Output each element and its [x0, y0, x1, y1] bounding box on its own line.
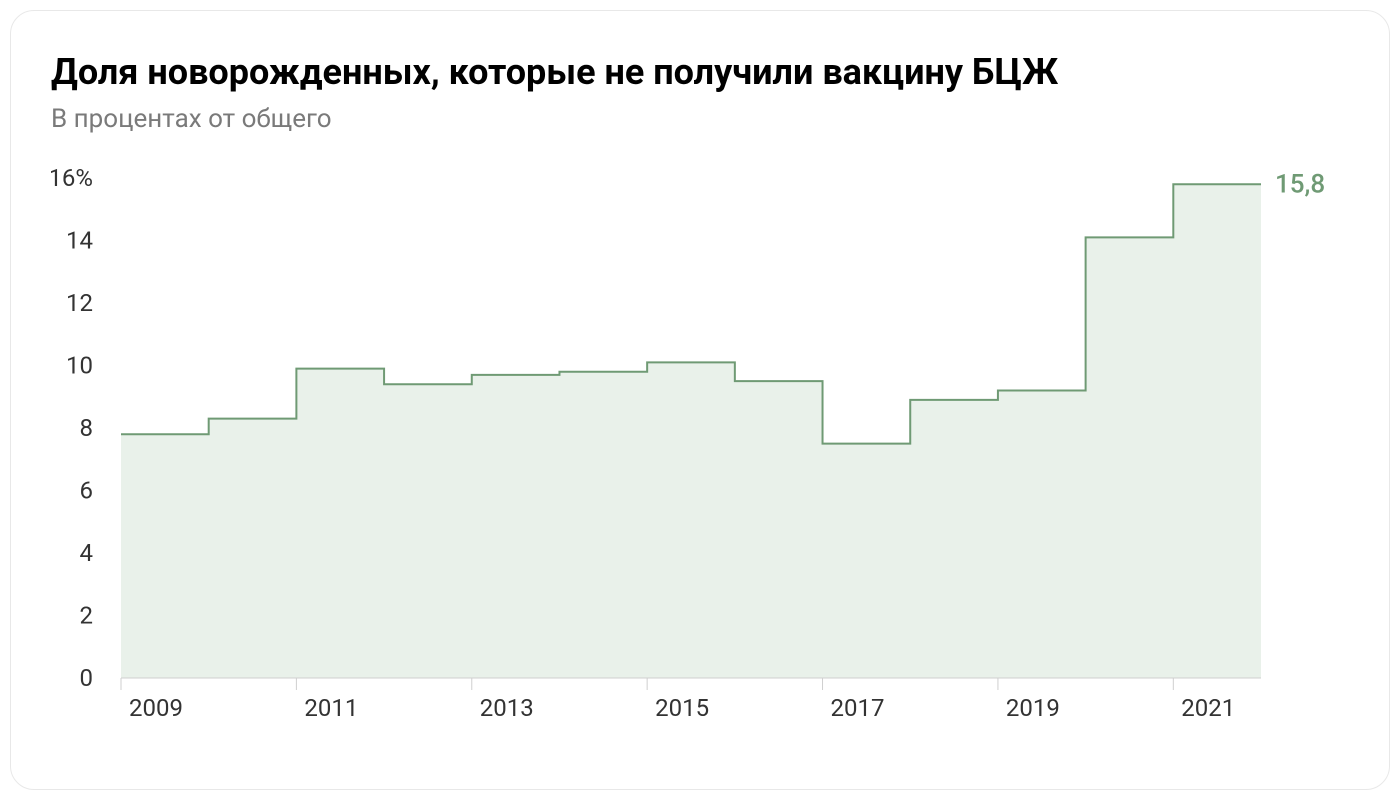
y-tick-label: 16%: [51, 164, 93, 192]
chart-svg: 0 2 4 6 8 10 12 14 16% 2009 2011 2013 2015 2017 2019 20…: [51, 158, 1351, 738]
x-tick-label: 2011: [304, 694, 358, 722]
chart-title: Доля новорожденных, которые не получили …: [51, 51, 1349, 94]
y-tick-label: 0: [80, 664, 94, 692]
y-tick-label: 8: [80, 414, 94, 442]
x-tick-label: 2017: [831, 694, 885, 722]
y-tick-label: 6: [80, 477, 94, 505]
x-tick-label: 2019: [1006, 694, 1060, 722]
y-tick-label: 10: [66, 352, 93, 380]
x-tick-label: 2009: [129, 694, 183, 722]
y-tick-label: 4: [80, 539, 94, 567]
chart-card: Доля новорожденных, которые не получили …: [10, 10, 1390, 790]
chart-area: 0 2 4 6 8 10 12 14 16% 2009 2011 2013 2015 2017 2019 20…: [51, 158, 1349, 759]
y-tick-label: 2: [80, 602, 94, 630]
x-tick-label: 2021: [1181, 694, 1235, 722]
y-tick-label: 12: [66, 289, 93, 317]
y-tick-label: 14: [66, 227, 93, 255]
series-fill: [121, 184, 1261, 678]
end-value-label: 15,8: [1275, 169, 1325, 199]
x-tick-label: 2013: [480, 694, 534, 722]
x-tick-label: 2015: [655, 694, 709, 722]
chart-subtitle: В процентах от общего: [51, 104, 1349, 134]
